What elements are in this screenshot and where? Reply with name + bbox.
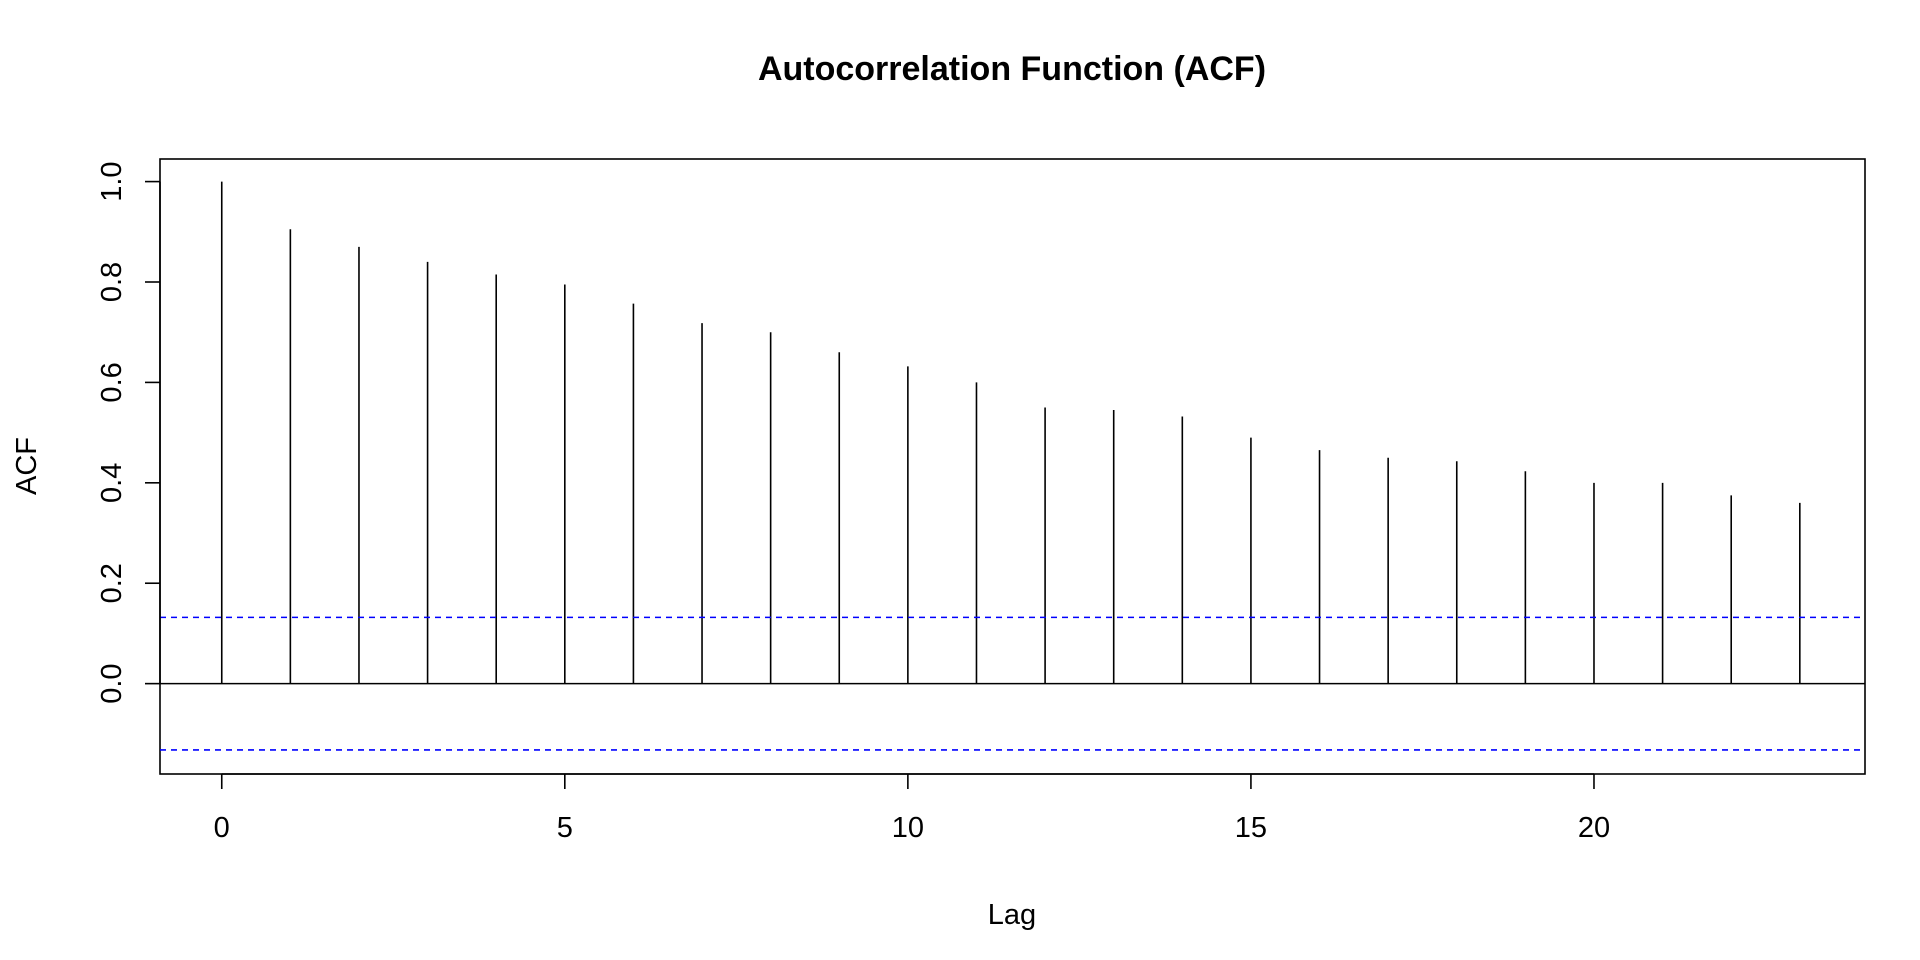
confidence-bounds	[160, 616, 1865, 751]
x-tick-label: 10	[892, 812, 924, 844]
y-tick-label: 0.6	[96, 362, 128, 402]
y-tick-label: 1.0	[96, 161, 128, 201]
y-tick-label: 0.2	[96, 563, 128, 603]
y-axis-label: ACF	[11, 437, 43, 495]
x-axis: 0 5 10 15 20	[214, 773, 1610, 844]
plot-frame	[159, 158, 1866, 775]
y-axis: 0.0 0.2 0.4 0.6 0.8 1.0	[96, 161, 161, 704]
x-axis-label: Lag	[988, 899, 1036, 931]
chart-title: Autocorrelation Function (ACF)	[758, 50, 1266, 88]
x-tick-label: 0	[214, 812, 230, 844]
x-tick-label: 20	[1578, 812, 1610, 844]
y-tick-label: 0.8	[96, 262, 128, 302]
y-tick-label: 0.0	[96, 663, 128, 703]
x-tick-label: 5	[557, 812, 573, 844]
x-tick-label: 15	[1235, 812, 1267, 844]
y-tick-label: 0.4	[96, 463, 128, 503]
acf-stems	[160, 181, 1865, 685]
